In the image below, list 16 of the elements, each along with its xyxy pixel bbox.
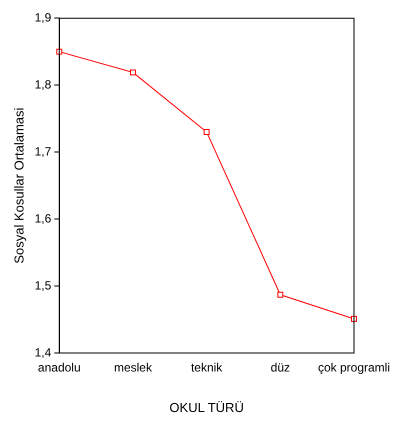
point <box>130 69 136 76</box>
x-tick-label: meslek <box>114 360 153 375</box>
y-tick-label: 1,6 <box>34 211 52 226</box>
x-tick-label: teknik <box>190 360 224 375</box>
x-tick-label: düz <box>270 360 290 375</box>
y-tick-label: 1,8 <box>34 77 52 92</box>
y-tick-label: 1,9 <box>34 10 52 25</box>
y-tick-label: 1,4 <box>34 345 52 360</box>
y-axis-title: Sosyal Kosullar Ortalamasi <box>11 107 26 264</box>
x-tick-label: anadolu <box>38 360 81 375</box>
point <box>204 129 210 136</box>
x-tick-label: çok programli <box>318 360 390 375</box>
point <box>277 292 284 298</box>
x-axis-title: OKUL TÜRÜ <box>169 400 244 415</box>
y-tick-label: 1,5 <box>34 278 52 292</box>
y-tick-label: 1,7 <box>34 144 52 158</box>
